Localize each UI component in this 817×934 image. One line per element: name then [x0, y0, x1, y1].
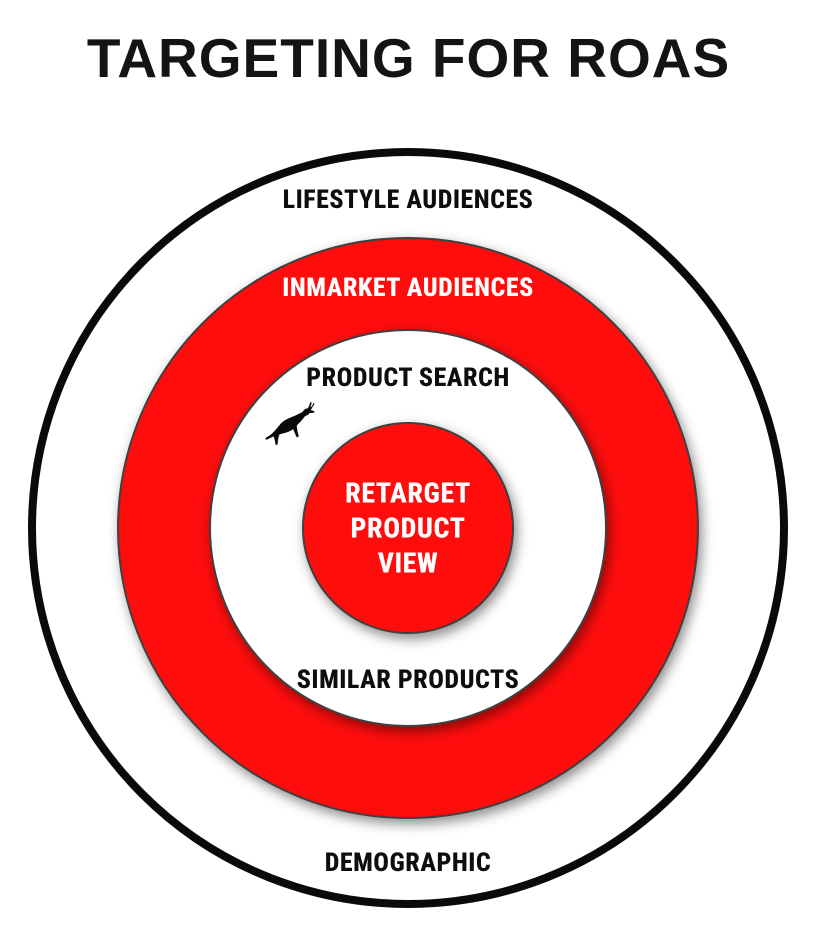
target-diagram: LIFESTYLE AUDIENCES DEMOGRAPHIC INMARKET…: [2, 122, 814, 934]
page-title: TARGETING FOR ROAS: [0, 26, 817, 90]
label-inmarket: INMARKET AUDIENCES: [282, 273, 534, 303]
label-demographic: DEMOGRAPHIC: [325, 848, 492, 878]
label-retarget: RETARGET PRODUCT VIEW: [345, 476, 471, 581]
label-lifestyle: LIFESTYLE AUDIENCES: [283, 185, 534, 215]
center-line-3: VIEW: [378, 547, 439, 580]
deer-icon: [264, 400, 316, 452]
label-similar: SIMILAR PRODUCTS: [297, 665, 519, 695]
center-line-1: RETARGET: [345, 477, 471, 510]
label-search: PRODUCT SEARCH: [306, 363, 510, 393]
center-line-2: PRODUCT: [351, 512, 466, 545]
